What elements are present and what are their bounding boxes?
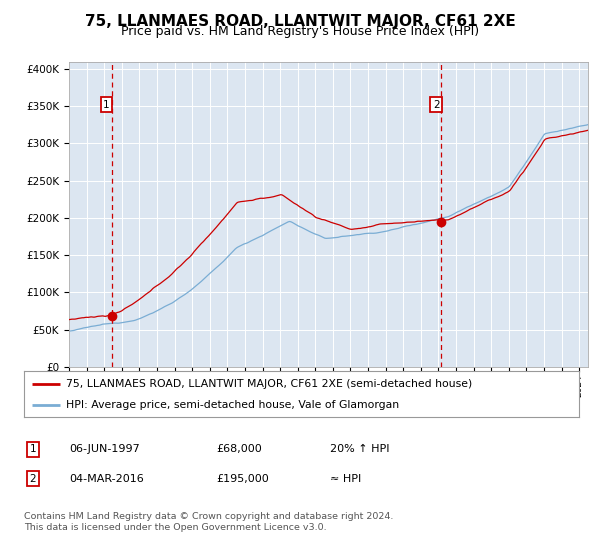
Text: 2: 2 xyxy=(433,100,439,110)
Text: ≈ HPI: ≈ HPI xyxy=(330,474,361,484)
Text: 04-MAR-2016: 04-MAR-2016 xyxy=(69,474,144,484)
Text: 20% ↑ HPI: 20% ↑ HPI xyxy=(330,444,389,454)
Text: 1: 1 xyxy=(29,444,37,454)
Text: Contains HM Land Registry data © Crown copyright and database right 2024.
This d: Contains HM Land Registry data © Crown c… xyxy=(24,512,394,532)
Text: 2: 2 xyxy=(29,474,37,484)
Text: Price paid vs. HM Land Registry's House Price Index (HPI): Price paid vs. HM Land Registry's House … xyxy=(121,25,479,38)
Text: HPI: Average price, semi-detached house, Vale of Glamorgan: HPI: Average price, semi-detached house,… xyxy=(65,400,399,410)
Text: £68,000: £68,000 xyxy=(216,444,262,454)
Text: 75, LLANMAES ROAD, LLANTWIT MAJOR, CF61 2XE: 75, LLANMAES ROAD, LLANTWIT MAJOR, CF61 … xyxy=(85,14,515,29)
Text: 75, LLANMAES ROAD, LLANTWIT MAJOR, CF61 2XE (semi-detached house): 75, LLANMAES ROAD, LLANTWIT MAJOR, CF61 … xyxy=(65,379,472,389)
Text: £195,000: £195,000 xyxy=(216,474,269,484)
Text: 1: 1 xyxy=(103,100,110,110)
Text: 06-JUN-1997: 06-JUN-1997 xyxy=(69,444,140,454)
